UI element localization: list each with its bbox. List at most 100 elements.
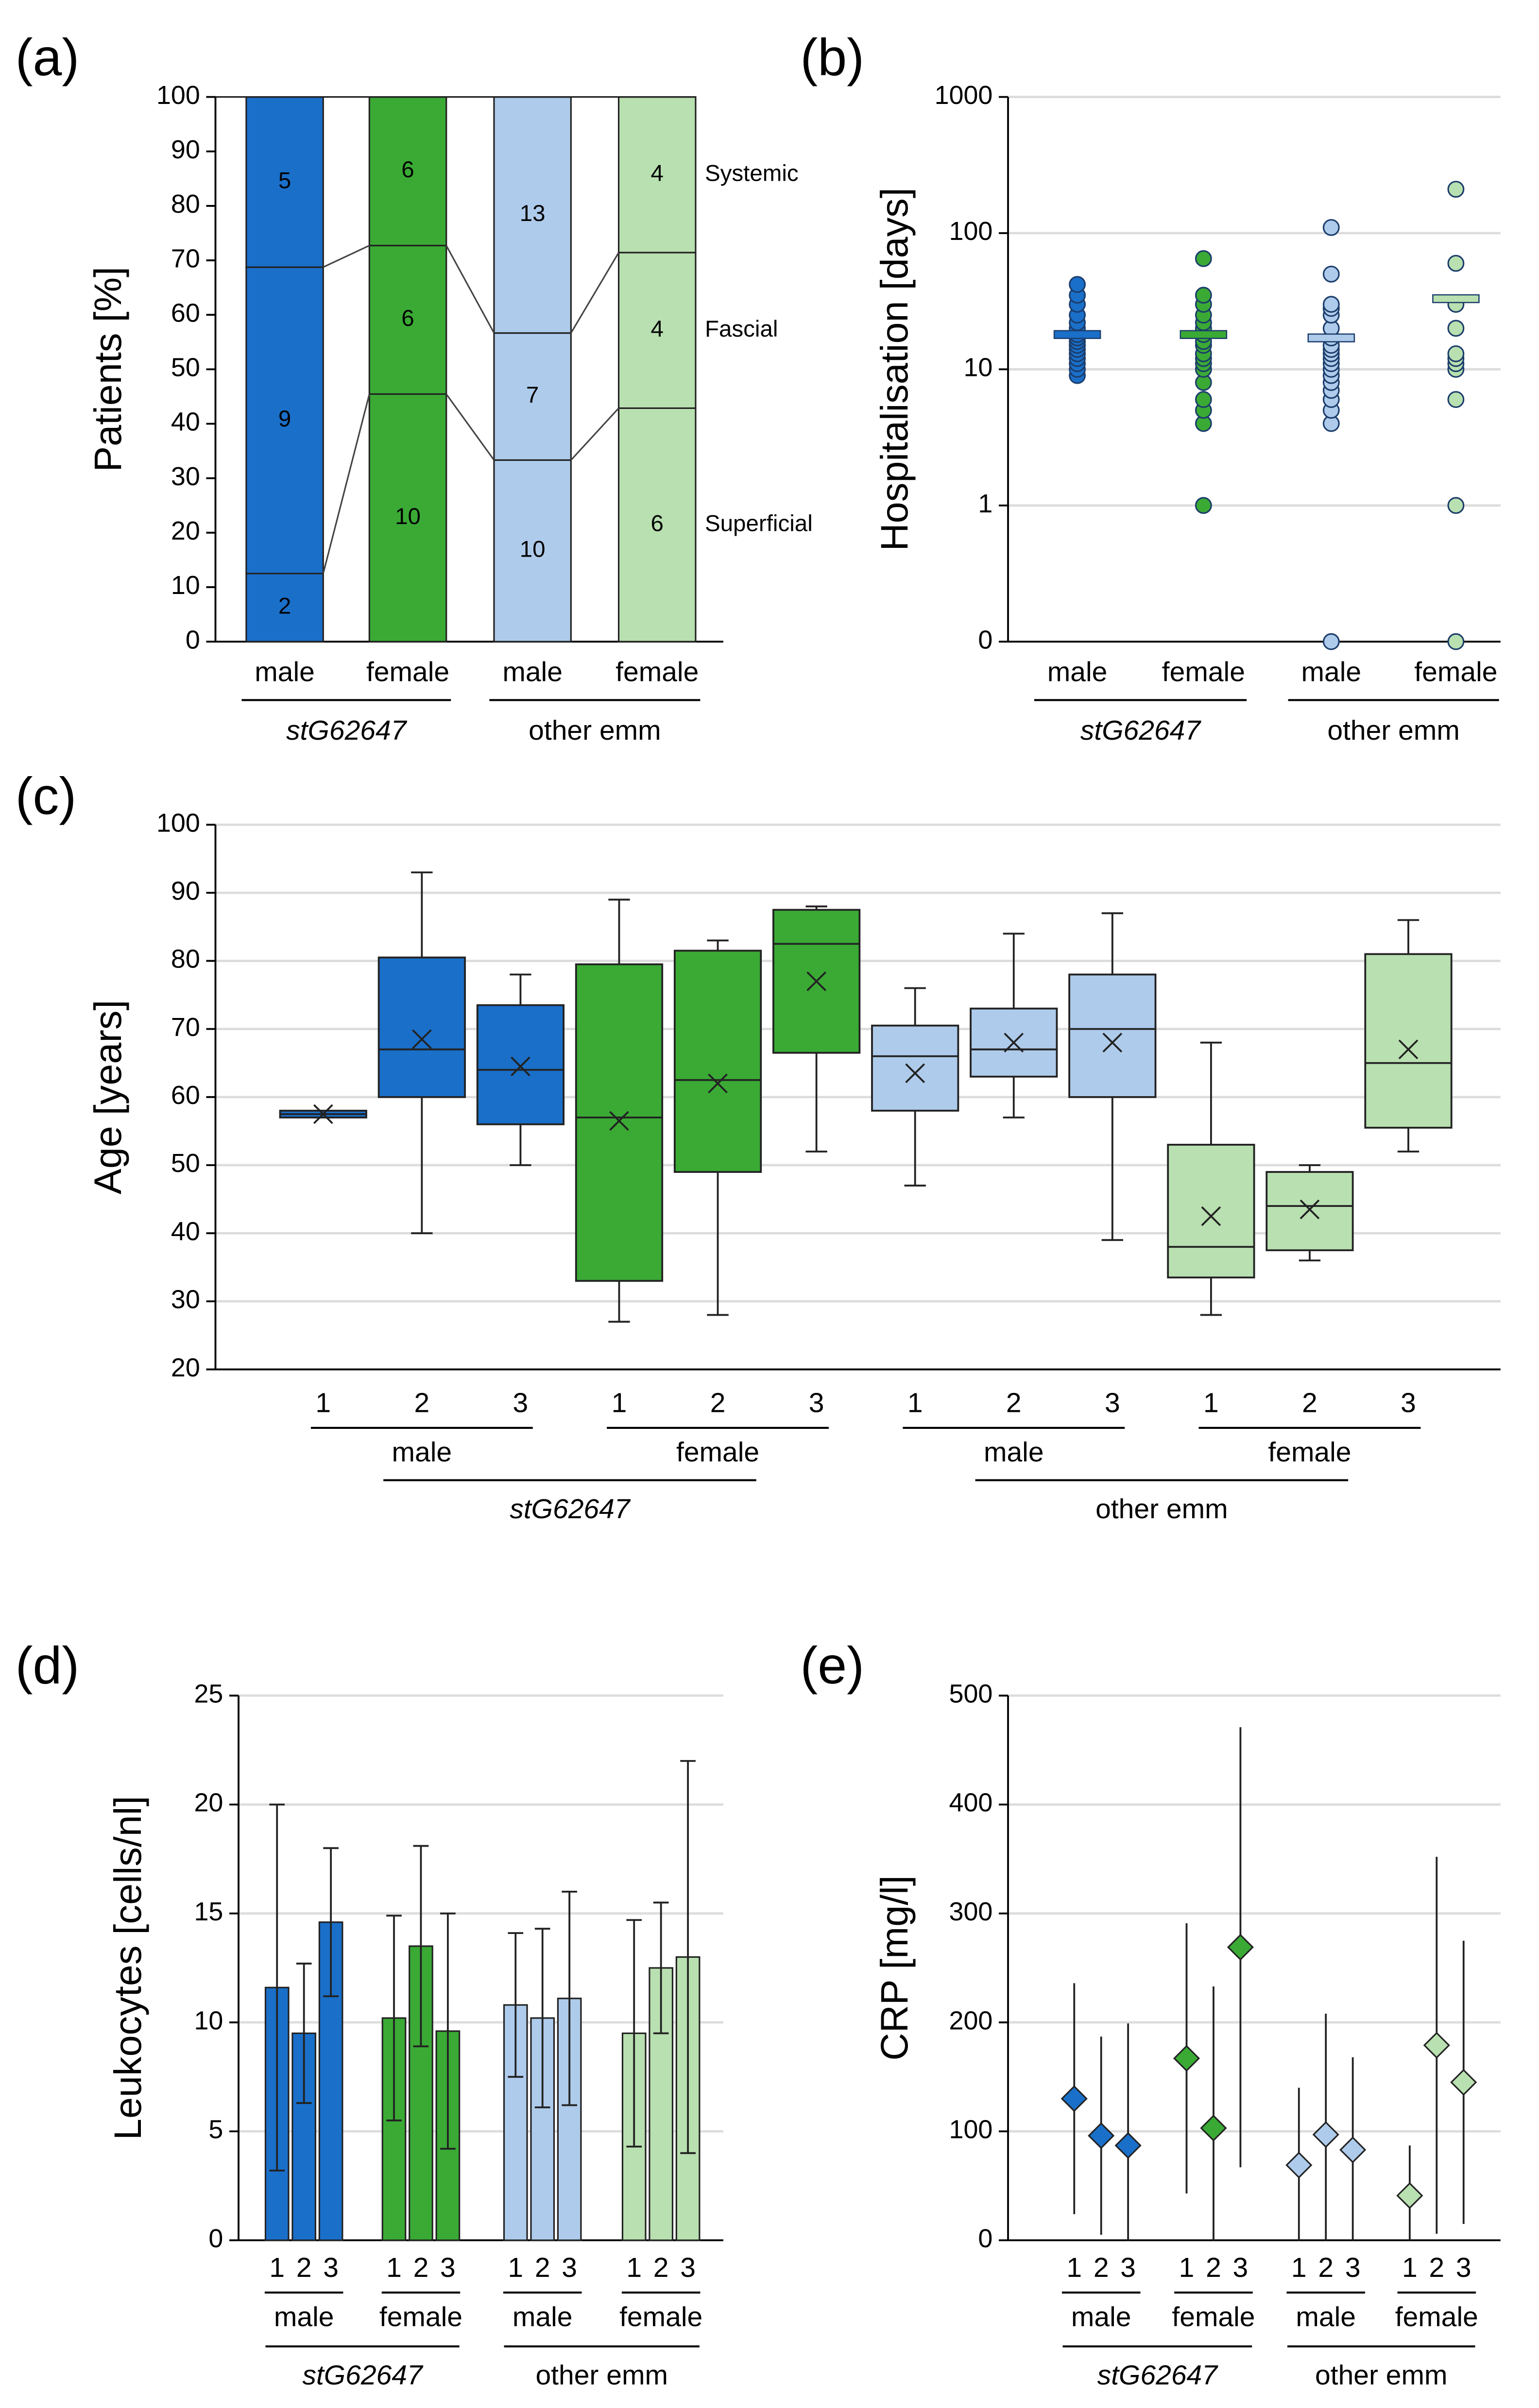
point xyxy=(1195,250,1212,267)
y-tick-label: 0 xyxy=(186,625,200,654)
diamond-marker xyxy=(1396,2182,1423,2209)
point xyxy=(1195,391,1212,408)
legend-label: Fascial xyxy=(705,316,778,342)
x-tick-label: 2 xyxy=(413,2252,429,2283)
y-tick-label: 20 xyxy=(194,1788,223,1817)
count-label: 4 xyxy=(651,160,664,186)
x-tick-label: male xyxy=(255,657,315,688)
x-tick-label: 3 xyxy=(1345,2252,1361,2283)
x-tick-label: 2 xyxy=(1429,2252,1444,2283)
connector xyxy=(570,407,619,461)
x-tick-label: 2 xyxy=(710,1387,726,1418)
panel: (a) Patients [%] 0 10 20 30 40 50 60 70 80 90 100 mal… xyxy=(16,28,813,746)
y-tick-label: 10 xyxy=(194,2006,223,2035)
group-label: other emm xyxy=(1095,1493,1228,1525)
y-tick-label: 90 xyxy=(171,135,200,164)
error-bar xyxy=(413,1845,429,2048)
x-tick-label: 2 xyxy=(1006,1387,1022,1418)
panel-label: (a) xyxy=(16,28,80,86)
x-tick-label: 1 xyxy=(1291,2252,1307,2283)
bar-segment xyxy=(617,407,697,643)
count-label: 9 xyxy=(278,406,291,432)
group-label: stG62647 xyxy=(286,715,408,746)
error-bar xyxy=(562,1891,577,2106)
subgroup-label: male xyxy=(984,1437,1044,1468)
mean-marker xyxy=(411,1029,432,1050)
mean-bar xyxy=(1180,330,1228,339)
connector xyxy=(445,245,495,334)
y-tick-label: 100 xyxy=(949,2115,993,2144)
bar-segment xyxy=(245,573,324,643)
x-tick-label: 3 xyxy=(1456,2252,1471,2283)
y-tick-label: 15 xyxy=(194,1897,223,1926)
count-label: 6 xyxy=(401,157,414,183)
y-tick-label: 20 xyxy=(171,1353,200,1382)
y-tick-label: 80 xyxy=(171,189,200,219)
box xyxy=(673,950,762,1173)
bar xyxy=(318,1921,343,2241)
y-tick-label: 10 xyxy=(963,353,992,382)
subgroup-label: male xyxy=(513,2301,573,2332)
count-label: 5 xyxy=(278,168,291,193)
y-tick-label: 20 xyxy=(171,516,200,545)
subgroup-label: female xyxy=(676,1437,759,1468)
x-tick-label: 2 xyxy=(1094,2252,1109,2283)
y-tick-label: 80 xyxy=(171,945,200,974)
x-tick-label: 1 xyxy=(612,1387,627,1418)
subgroup-label: female xyxy=(379,2301,462,2332)
mean-bar xyxy=(1432,294,1480,304)
x-tick-label: 2 xyxy=(1318,2252,1334,2283)
x-tick-label: 2 xyxy=(535,2252,550,2283)
error-bar xyxy=(626,1919,642,2148)
x-tick-label: 1 xyxy=(626,2252,642,2283)
x-tick-label: 3 xyxy=(323,2252,339,2283)
error-bar xyxy=(508,1932,524,2078)
point xyxy=(1069,276,1086,293)
y-tick-label: 300 xyxy=(949,1897,993,1926)
x-tick-label: 1 xyxy=(907,1387,923,1418)
group-label: other emm xyxy=(529,715,661,746)
x-tick-label: 1 xyxy=(508,2252,523,2283)
error-bar xyxy=(534,1928,550,2108)
error-bar xyxy=(323,1847,339,1998)
y-tick-label: 5 xyxy=(208,2115,223,2144)
x-tick-label: male xyxy=(1301,657,1362,688)
diamond-marker xyxy=(1312,2121,1339,2148)
point xyxy=(1447,633,1465,650)
x-tick-label: male xyxy=(502,657,563,688)
x-tick-label: 2 xyxy=(1206,2252,1221,2283)
diamond-marker xyxy=(1339,2136,1367,2164)
x-tick-label: 3 xyxy=(1401,1387,1416,1418)
x-tick-label: 3 xyxy=(680,2252,696,2283)
x-tick-label: 2 xyxy=(653,2252,669,2283)
x-tick-label: 3 xyxy=(513,1387,529,1418)
x-tick-label: female xyxy=(1162,657,1245,688)
bar-segment xyxy=(368,244,447,395)
box xyxy=(476,1004,565,1125)
mean-marker xyxy=(1004,1033,1024,1053)
subgroup-label: male xyxy=(274,2301,334,2332)
y-tick-label: 100 xyxy=(949,217,993,246)
x-tick-label: 2 xyxy=(414,1387,429,1418)
mean-bar xyxy=(1307,333,1355,342)
point xyxy=(1447,391,1465,408)
diamond-marker xyxy=(1088,2122,1115,2149)
y-tick-label: 10 xyxy=(171,571,200,600)
y-tick-label: 100 xyxy=(156,808,200,837)
count-label: 4 xyxy=(651,316,664,342)
y-axis-title: Age [years] xyxy=(86,1000,129,1195)
count-label: 10 xyxy=(520,537,546,562)
group-label: stG62647 xyxy=(302,2360,424,2391)
error-bar xyxy=(386,1915,402,2121)
point xyxy=(1322,219,1340,236)
y-tick-label: 25 xyxy=(194,1679,223,1708)
group-label: other emm xyxy=(535,2360,668,2391)
x-tick-label: 1 xyxy=(1203,1387,1219,1418)
point xyxy=(1447,345,1465,362)
panel: (b) Hospitalisation [days] 0 1 10 100 1000 male… xyxy=(800,28,1501,746)
count-label: 6 xyxy=(651,510,664,536)
mean-marker xyxy=(511,1056,530,1077)
mean-marker xyxy=(609,1111,629,1131)
